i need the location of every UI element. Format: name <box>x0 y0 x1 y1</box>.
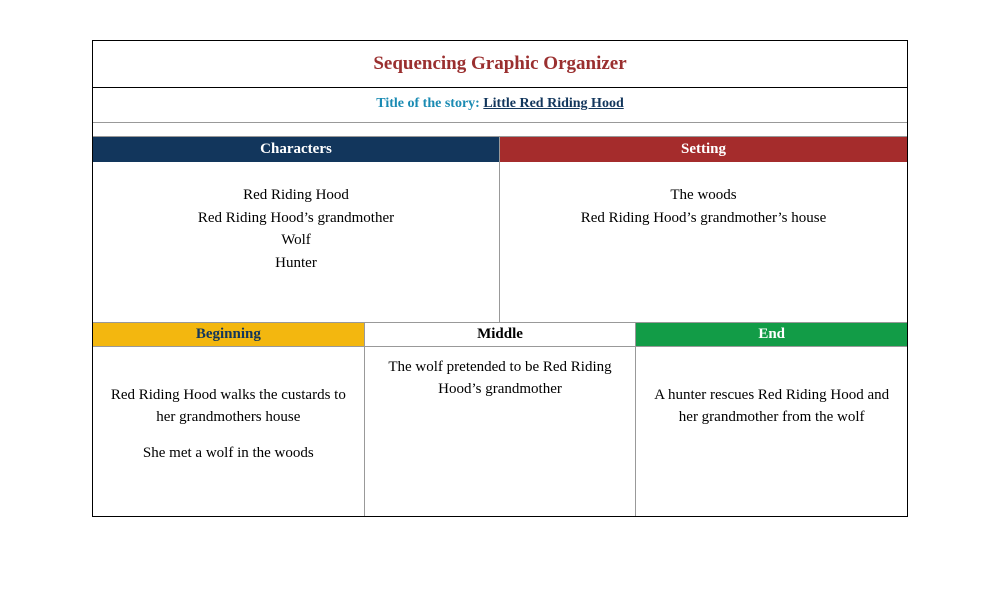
row-characters-setting: Characters Red Riding Hood Red Riding Ho… <box>93 137 907 322</box>
end-p1: A hunter rescues Red Riding Hood and her… <box>648 385 895 429</box>
end-column: End A hunter rescues Red Riding Hood and… <box>636 323 907 516</box>
setting-column: Setting The woods Red Riding Hood’s gran… <box>500 137 907 322</box>
organizer-container: Sequencing Graphic Organizer Title of th… <box>92 40 908 517</box>
main-title: Sequencing Graphic Organizer <box>93 41 907 88</box>
middle-column: Middle The wolf pretended to be Red Ridi… <box>365 323 637 516</box>
story-title-label: Title of the story <box>376 96 475 111</box>
story-title-row: Title of the story: Little Red Riding Ho… <box>93 88 907 123</box>
beginning-header: Beginning <box>93 323 364 346</box>
beginning-content: Red Riding Hood walks the custards to he… <box>93 346 364 516</box>
characters-content: Red Riding Hood Red Riding Hood’s grandm… <box>93 162 499 322</box>
end-content: A hunter rescues Red Riding Hood and her… <box>636 346 907 516</box>
beginning-p2: She met a wolf in the woods <box>105 443 352 465</box>
setting-header: Setting <box>500 137 907 162</box>
characters-header: Characters <box>93 137 499 162</box>
row-sequence: Beginning Red Riding Hood walks the cust… <box>93 322 907 516</box>
setting-content: The woods Red Riding Hood’s grandmother’… <box>500 162 907 322</box>
spacer <box>93 123 907 137</box>
middle-content: The wolf pretended to be Red Riding Hood… <box>365 346 636 516</box>
end-header: End <box>636 323 907 346</box>
beginning-column: Beginning Red Riding Hood walks the cust… <box>93 323 365 516</box>
middle-p1: The wolf pretended to be Red Riding Hood… <box>377 357 624 401</box>
middle-header: Middle <box>365 323 636 346</box>
characters-column: Characters Red Riding Hood Red Riding Ho… <box>93 137 500 322</box>
story-title-value: Little Red Riding Hood <box>483 96 623 111</box>
beginning-p1: Red Riding Hood walks the custards to he… <box>105 385 352 429</box>
